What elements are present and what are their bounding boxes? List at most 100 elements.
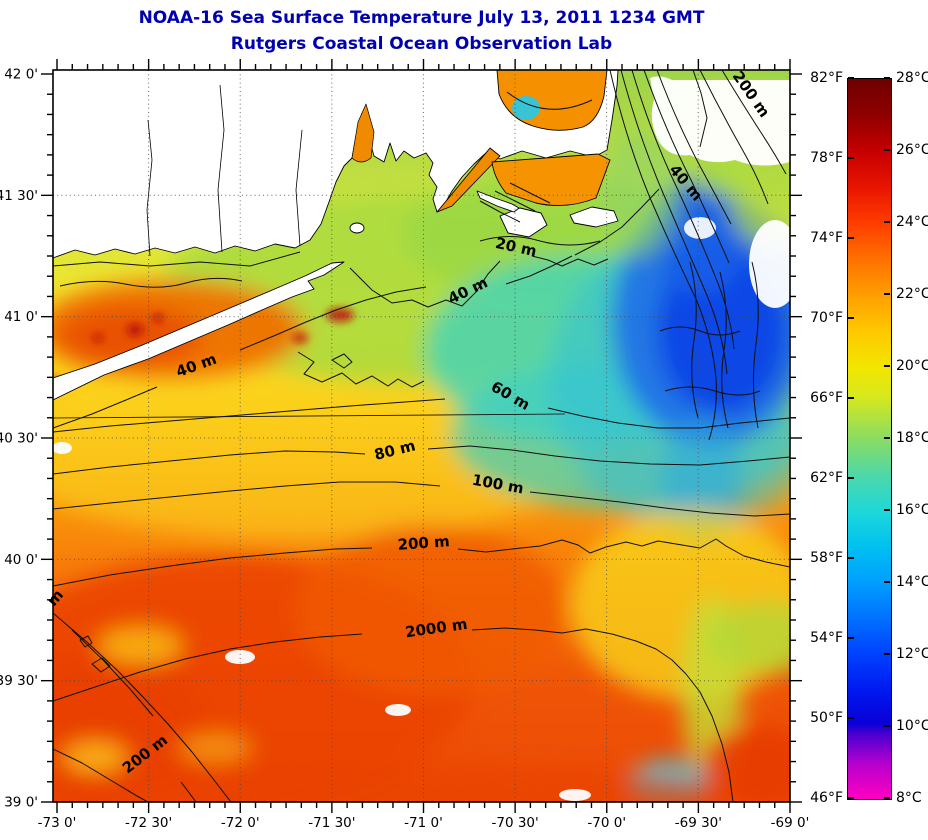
contour-shoals-2 — [719, 271, 729, 429]
contour-channel-3 — [631, 70, 735, 350]
lon-axis-label: -69 0' — [771, 815, 810, 831]
colorbar-c-tick — [884, 653, 890, 655]
contour-shoals-1 — [689, 261, 699, 419]
colorbar-c-label: 20°C — [896, 358, 928, 374]
contour-hudson-1 — [53, 612, 232, 802]
lat-axis-label: 39 30' — [0, 673, 38, 689]
colorbar-f-tick — [848, 477, 854, 479]
colorbar-c-label: 26°C — [896, 142, 928, 158]
axes-layer: 42 0'41 30'41 0'40 30'40 0'39 30'39 0'-7… — [0, 59, 809, 831]
lon-axis-label: -72 0' — [221, 815, 260, 831]
ellipse-shape — [708, 602, 790, 674]
nantucket — [569, 206, 619, 228]
colorbar — [847, 78, 892, 800]
colorbar-f-label: 66°F — [810, 390, 843, 406]
sst-field — [53, 70, 790, 802]
long-island — [53, 261, 345, 401]
path-shape — [217, 84, 225, 253]
contour-sound-1 — [53, 251, 301, 267]
lat-axis-label: 40 30' — [0, 431, 38, 447]
colorbar-f-label: 82°F — [810, 70, 843, 86]
lon-axis-label: -70 0' — [587, 815, 626, 831]
ellipse-shape — [600, 133, 680, 257]
colorbar-f-tick — [848, 77, 854, 79]
colorbar-f-label: 46°F — [810, 790, 843, 806]
ellipse-shape — [179, 734, 251, 762]
map-subtitle: Rutgers Coastal Ocean Observation Lab — [230, 34, 613, 54]
contour-20m — [349, 255, 609, 308]
contour-channel-4 — [643, 70, 730, 264]
colorbar-f-label: 50°F — [810, 710, 843, 726]
path-shape — [146, 119, 153, 257]
lon-axis-label: -71 0' — [404, 815, 443, 831]
ellipse-shape — [93, 334, 103, 342]
contour-hudson-3 — [53, 748, 149, 802]
contour-channel-6 — [699, 70, 769, 205]
marthas-vineyard — [499, 207, 548, 238]
contour-60m — [53, 398, 790, 433]
contour-ri-1 — [479, 200, 521, 223]
lon-axis-label: -73 0' — [38, 815, 77, 831]
lon-axis-label: -70 30' — [492, 815, 539, 831]
lat-axis-label: 42 0' — [4, 67, 38, 83]
contour-shoals-4 — [659, 326, 741, 336]
ellipse-shape — [684, 217, 716, 239]
colorbar-f-label: 78°F — [810, 150, 843, 166]
cloud-layer — [53, 76, 790, 801]
contour-40m-west — [53, 255, 573, 429]
colorbar-c-tick — [884, 365, 890, 367]
ellipse-shape — [326, 308, 354, 322]
g-shape — [53, 82, 790, 802]
contour-80m — [53, 445, 790, 475]
colorbar-c-tick — [884, 725, 890, 727]
colorbar-c-tick — [884, 293, 890, 295]
lat-axis-label: 39 0' — [4, 795, 38, 811]
contour-channel-1 — [609, 70, 717, 441]
contour-40m-east — [574, 70, 708, 256]
contour-200m — [53, 538, 790, 587]
colorbar-f-tick — [848, 237, 854, 239]
graticule — [53, 70, 790, 802]
ellipse-shape — [153, 314, 163, 322]
colorbar-c-tick — [884, 221, 890, 223]
contour-sound-2 — [59, 277, 243, 288]
ellipse-shape — [127, 324, 143, 336]
lat-axis-label: 41 30' — [0, 188, 38, 204]
ellipse-shape — [385, 704, 411, 716]
ellipse-shape — [63, 742, 127, 772]
contour-bay-arc — [506, 91, 593, 110]
contour-100m — [53, 481, 790, 517]
cape-cod-bay-cool — [512, 96, 540, 120]
contour-channel-7 — [721, 70, 787, 175]
lon-axis-label: -72 30' — [125, 815, 172, 831]
colorbar-f-tick — [848, 637, 854, 639]
colorbar-f-label: 74°F — [810, 230, 843, 246]
ellipse-shape — [559, 789, 591, 801]
contour-hudson-loops — [79, 635, 111, 673]
ellipse-shape — [292, 333, 308, 343]
colorbar-c-tick — [884, 437, 890, 439]
ellipse-shape — [98, 628, 182, 664]
elizabeth-islands — [476, 190, 520, 213]
colorbar-f-label: 54°F — [810, 630, 843, 646]
colorbar-f-tick — [848, 557, 854, 559]
colorbar-f-tick — [848, 317, 854, 319]
colorbar-c-label: 8°C — [896, 790, 922, 806]
colorbar-c-tick — [884, 149, 890, 151]
ellipse-shape — [749, 220, 790, 308]
vineyard-sound-water — [491, 153, 611, 207]
colorbar-f-tick — [848, 157, 854, 159]
colorbar-c-tick — [884, 77, 890, 79]
land-layer — [53, 70, 619, 401]
scanline-artifact — [53, 413, 566, 419]
ellipse-shape — [53, 442, 72, 454]
colorbar-c-label: 16°C — [896, 502, 928, 518]
contour-20m-south — [479, 236, 601, 246]
lat-axis-label: 40 0' — [4, 552, 38, 568]
lon-axis-label: -69 30' — [675, 815, 722, 831]
colorbar-c-tick — [884, 581, 890, 583]
lat-axis-label: 41 0' — [4, 309, 38, 325]
river-lines — [146, 84, 303, 257]
block-island — [349, 222, 365, 234]
